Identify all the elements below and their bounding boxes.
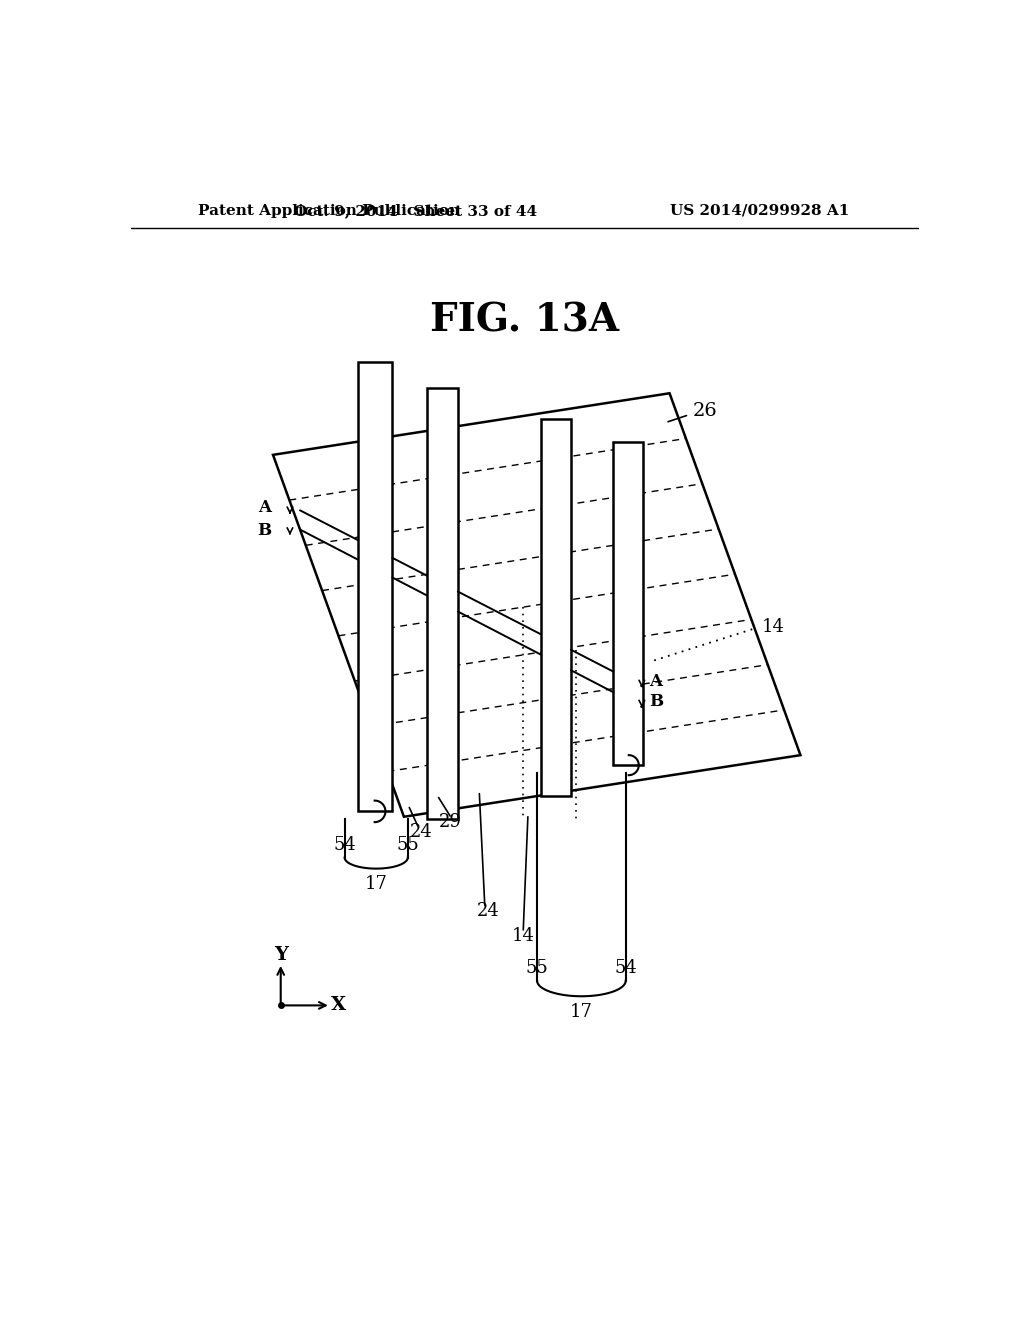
Text: 24: 24: [477, 903, 500, 920]
Text: 17: 17: [365, 875, 388, 894]
Text: Patent Application Publication: Patent Application Publication: [199, 203, 461, 218]
Text: B: B: [257, 521, 271, 539]
Text: 24: 24: [411, 824, 433, 841]
Text: 29: 29: [438, 813, 462, 832]
Text: 55: 55: [525, 960, 549, 977]
Polygon shape: [613, 442, 643, 766]
Polygon shape: [273, 393, 801, 817]
Text: 14: 14: [762, 618, 784, 635]
Text: 26: 26: [692, 403, 718, 420]
Polygon shape: [541, 418, 571, 796]
Text: 55: 55: [396, 837, 419, 854]
Text: 54: 54: [333, 837, 356, 854]
Text: B: B: [649, 693, 663, 710]
Text: US 2014/0299928 A1: US 2014/0299928 A1: [670, 203, 849, 218]
Text: X: X: [331, 997, 346, 1014]
Text: 54: 54: [614, 960, 637, 977]
Polygon shape: [357, 363, 392, 812]
Text: A: A: [649, 673, 662, 690]
Text: Y: Y: [273, 946, 288, 965]
Text: 14: 14: [512, 927, 535, 945]
Text: A: A: [258, 499, 271, 516]
Text: FIG. 13A: FIG. 13A: [430, 301, 620, 339]
Text: Oct. 9, 2014   Sheet 33 of 44: Oct. 9, 2014 Sheet 33 of 44: [294, 203, 537, 218]
Polygon shape: [427, 388, 458, 818]
Text: 17: 17: [570, 1003, 593, 1020]
